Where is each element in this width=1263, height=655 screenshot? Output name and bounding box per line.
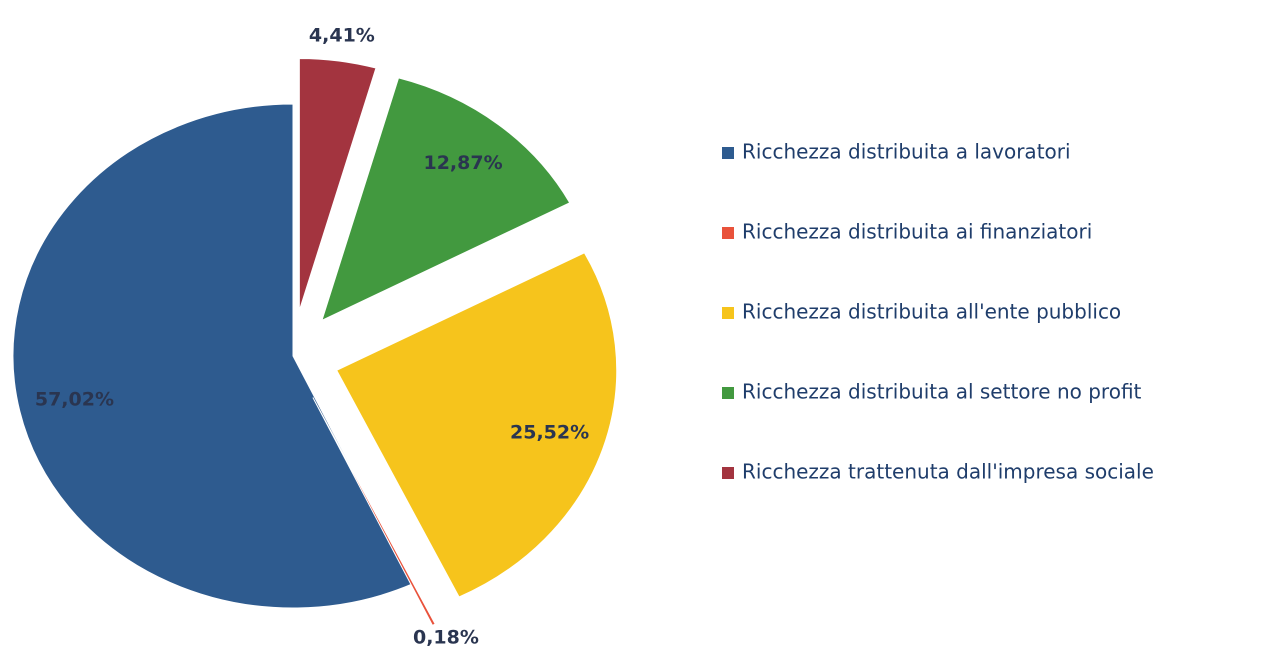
legend-swatch bbox=[722, 227, 734, 239]
pie-slice bbox=[321, 77, 571, 322]
legend-swatch bbox=[722, 147, 734, 159]
legend-swatch bbox=[722, 387, 734, 399]
pie-slice bbox=[298, 57, 377, 311]
legend-label: Ricchezza distribuita al settore no prof… bbox=[742, 380, 1142, 404]
data-label: 0,18% bbox=[413, 627, 479, 649]
pie-slice bbox=[312, 397, 436, 627]
legend-label: Ricchezza distribuita all'ente pubblico bbox=[742, 300, 1121, 324]
data-label: 25,52% bbox=[510, 422, 589, 444]
data-label: 12,87% bbox=[423, 152, 502, 174]
legend-swatch bbox=[722, 467, 734, 479]
data-label: 4,41% bbox=[309, 24, 375, 46]
legend-swatch bbox=[722, 307, 734, 319]
pie-slice bbox=[12, 103, 414, 609]
pie-slice bbox=[336, 252, 618, 598]
legend-label: Ricchezza trattenuta dall'impresa social… bbox=[742, 460, 1154, 484]
data-label: 57,02% bbox=[35, 389, 114, 411]
legend-label: Ricchezza distribuita a lavoratori bbox=[742, 140, 1071, 164]
legend-label: Ricchezza distribuita ai finanziatori bbox=[742, 220, 1092, 244]
